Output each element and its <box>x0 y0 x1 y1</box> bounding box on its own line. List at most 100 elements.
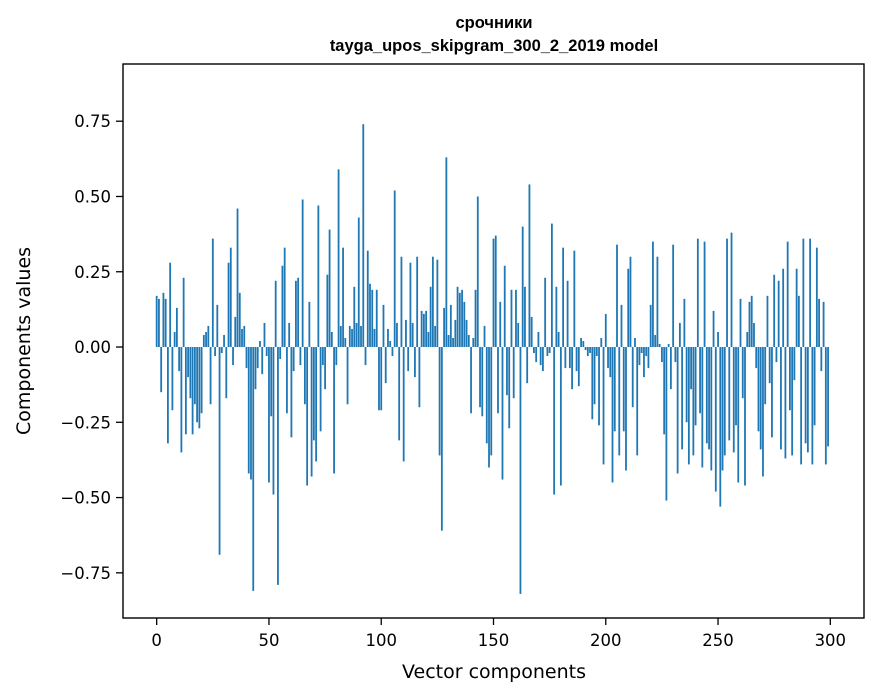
bar <box>308 301 311 348</box>
bar <box>508 347 511 429</box>
bar <box>380 347 383 411</box>
bar <box>631 347 634 408</box>
bar <box>750 295 753 348</box>
bar <box>820 347 823 372</box>
bar <box>755 347 758 369</box>
bar <box>463 301 466 348</box>
bar <box>827 347 829 447</box>
bar <box>357 217 360 348</box>
bar <box>362 124 365 348</box>
bar <box>674 347 677 363</box>
bar-series <box>155 124 829 594</box>
bar <box>178 347 181 372</box>
bar <box>290 347 293 438</box>
bar <box>200 347 203 414</box>
bar <box>458 292 461 348</box>
bar <box>474 289 477 348</box>
bar <box>501 347 504 480</box>
bar <box>766 295 769 348</box>
bar <box>643 347 645 378</box>
bar <box>537 331 540 348</box>
bar <box>764 347 767 405</box>
y-tick-label: 0.00 <box>74 338 111 357</box>
bar <box>479 347 481 408</box>
bar <box>456 286 459 348</box>
x-tick-label: 150 <box>478 631 510 650</box>
bar <box>209 347 212 405</box>
bar <box>582 341 585 348</box>
bar <box>521 226 524 348</box>
bar <box>533 347 535 354</box>
bar <box>634 337 636 348</box>
bar <box>364 347 367 366</box>
bar <box>449 304 452 348</box>
bar <box>429 286 432 348</box>
bar <box>454 319 457 348</box>
x-axis-ticks: 0 50 100 150 200 250 300 <box>151 618 846 650</box>
bar <box>250 347 252 480</box>
bar <box>494 235 497 348</box>
bar <box>645 347 648 357</box>
bar <box>620 304 623 348</box>
bar <box>243 325 246 348</box>
bar <box>694 347 697 426</box>
bar <box>268 347 270 483</box>
bar <box>717 331 719 348</box>
bar <box>515 289 517 348</box>
bar <box>802 238 805 348</box>
bar <box>575 347 578 372</box>
bar <box>283 247 286 348</box>
chart-subtitle: tayga_upos_skipgram_300_2_2019 model <box>330 37 658 55</box>
bar <box>566 280 569 348</box>
bar <box>602 347 605 465</box>
bar <box>436 259 439 348</box>
bar <box>555 286 558 348</box>
bar <box>824 347 827 465</box>
bar <box>730 232 733 348</box>
bar <box>696 238 699 348</box>
bar <box>407 347 410 372</box>
bar <box>813 347 816 426</box>
bar <box>512 347 515 399</box>
bar <box>241 328 243 348</box>
bar <box>748 301 751 348</box>
bar <box>191 347 194 435</box>
bar <box>187 347 190 378</box>
bar <box>524 286 526 348</box>
bar <box>611 347 614 483</box>
bar <box>286 347 288 414</box>
bar <box>589 347 591 354</box>
bar <box>184 347 187 435</box>
bar <box>236 208 239 348</box>
bar <box>402 347 405 462</box>
bar <box>288 322 291 348</box>
bar <box>784 347 787 459</box>
bar <box>793 347 796 381</box>
bar <box>202 334 205 348</box>
bar <box>373 328 376 348</box>
bar <box>800 347 803 465</box>
chart-title: срочники <box>455 14 532 32</box>
bar <box>481 347 484 417</box>
bar <box>492 238 495 348</box>
x-tick-label: 0 <box>151 631 162 650</box>
bar <box>714 347 717 492</box>
bar <box>317 205 320 348</box>
bar <box>683 298 686 348</box>
bar <box>263 322 266 348</box>
bar <box>699 347 701 414</box>
bar <box>461 289 463 348</box>
bar <box>818 298 820 348</box>
bar <box>387 328 389 348</box>
bar <box>789 347 791 411</box>
bar <box>721 347 724 471</box>
bar <box>193 347 196 405</box>
bar <box>274 280 277 348</box>
bar <box>649 304 652 348</box>
y-axis-ticks: 0.75 0.50 0.25 0.00 −0.25 −0.50 −0.75 <box>60 112 123 583</box>
bar <box>270 347 273 417</box>
bar <box>636 347 639 456</box>
bar <box>640 347 643 354</box>
bar <box>719 347 722 507</box>
bar <box>164 298 167 348</box>
